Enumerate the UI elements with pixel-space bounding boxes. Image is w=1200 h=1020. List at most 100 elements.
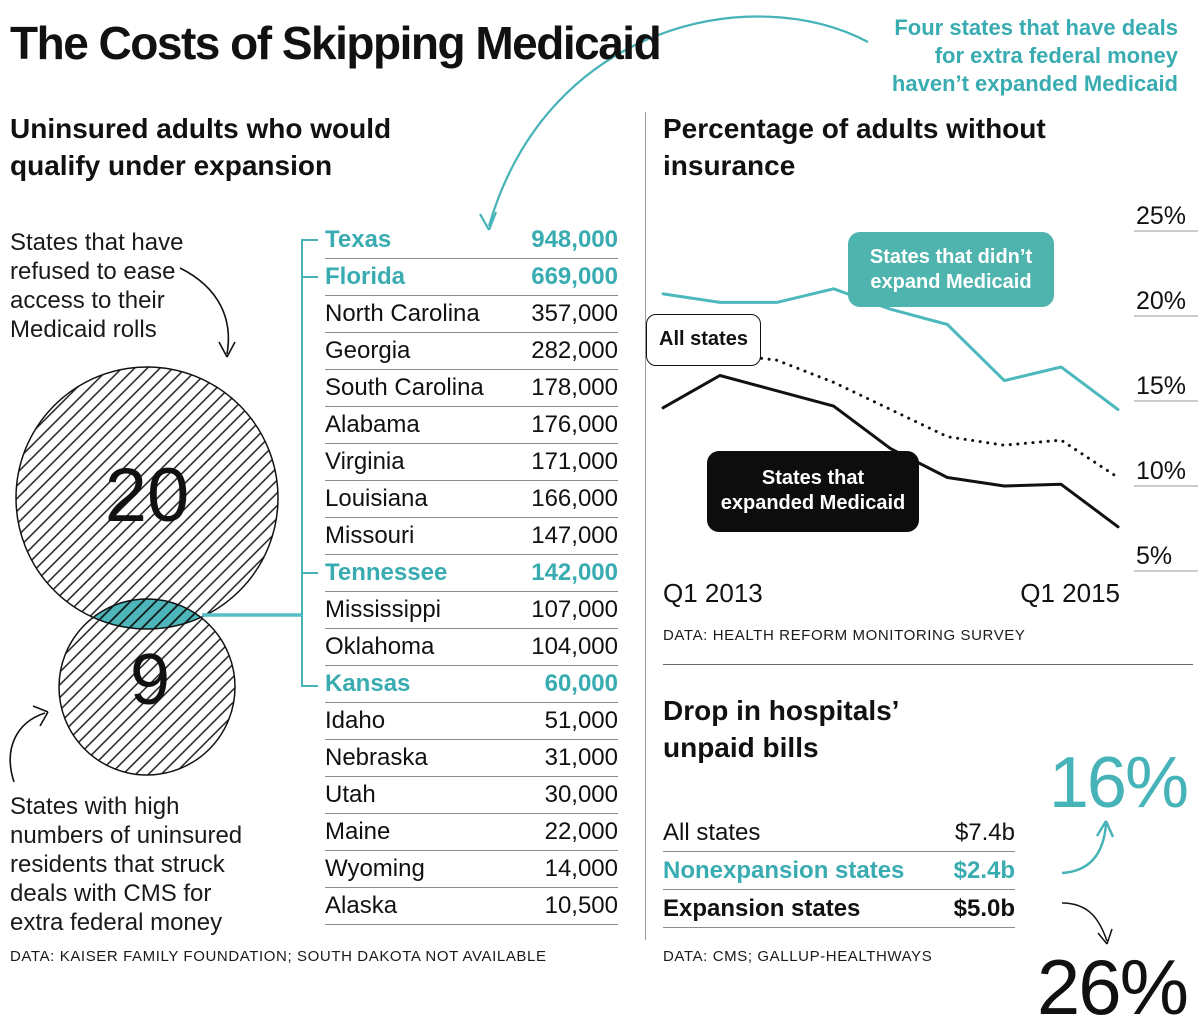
- x-axis-label-start: Q1 2013: [663, 578, 763, 608]
- venn-count-refused: 20: [104, 453, 190, 538]
- table-row: North Carolina 357,000: [325, 296, 618, 333]
- row-value: $2.4b: [953, 856, 1015, 884]
- state-value: 166,000: [531, 485, 618, 512]
- svg-text:15%: 15%: [1136, 372, 1186, 400]
- state-name: Georgia: [325, 337, 411, 364]
- table-row: Tennessee 142,000: [325, 555, 618, 592]
- state-value: 30,000: [544, 781, 618, 808]
- table-row: Virginia 171,000: [325, 444, 618, 481]
- deals-note-arrow-icon: [9, 705, 49, 783]
- state-name: Idaho: [325, 707, 386, 734]
- state-name: Maine: [325, 818, 391, 845]
- state-name: Mississippi: [325, 596, 442, 623]
- insurance-section-heading: Percentage of adults without insurance: [663, 113, 1046, 181]
- state-value: 107,000: [531, 596, 618, 623]
- vertical-divider: [645, 112, 646, 940]
- svg-text:25%: 25%: [1136, 202, 1186, 230]
- table-row: Utah 30,000: [325, 777, 618, 814]
- row-label: Nonexpansion states: [663, 856, 905, 884]
- venn-overlap-lens: [93, 598, 201, 630]
- venn-count-deals: 9: [129, 640, 171, 720]
- table-row: Alabama 176,000: [325, 407, 618, 444]
- state-value: 142,000: [531, 559, 618, 586]
- state-value: 31,000: [544, 744, 618, 771]
- row-value: $7.4b: [954, 818, 1015, 846]
- cms-source: DATA: CMS; GALLUP-HEALTHWAYS: [663, 948, 933, 965]
- uninsured-section-heading: Uninsured adults who would qualify under…: [10, 113, 392, 181]
- svg-text:10%: 10%: [1136, 457, 1186, 485]
- state-name: Nebraska: [325, 744, 428, 771]
- table-row: Mississippi 107,000: [325, 592, 618, 629]
- expansion-drop-callout: 26%: [1036, 943, 1189, 1020]
- table-row: Georgia 282,000: [325, 333, 618, 370]
- state-value: 104,000: [531, 633, 618, 660]
- label-box-nonexpansion: States that didn’t expand Medicaid: [848, 232, 1054, 307]
- table-row: Maine 22,000: [325, 814, 618, 851]
- table-row: Louisiana 166,000: [325, 481, 618, 518]
- svg-text:20%: 20%: [1136, 287, 1186, 315]
- state-name: Wyoming: [325, 855, 425, 882]
- hospital-table: All states $7.4b Nonexpansion states $2.…: [663, 814, 1015, 928]
- state-value: 60,000: [544, 670, 618, 697]
- state-name: Tennessee: [325, 559, 448, 586]
- nonexpansion-drop-callout: 16%: [1048, 743, 1189, 823]
- state-value: 178,000: [531, 374, 618, 401]
- state-name: South Carolina: [325, 374, 484, 401]
- state-value: 171,000: [531, 448, 618, 475]
- state-name: Texas: [325, 226, 392, 253]
- state-value: 51,000: [544, 707, 618, 734]
- table-row: All states $7.4b: [663, 814, 1015, 852]
- table-row: Nonexpansion states $2.4b: [663, 852, 1015, 890]
- horizontal-divider: [663, 664, 1193, 665]
- label-box-expansion: States that expanded Medicaid: [707, 451, 919, 532]
- four-states-annotation: Four states that have deals for extra fe…: [891, 15, 1178, 96]
- hospital-section-heading: Drop in hospitals’ unpaid bills: [663, 695, 898, 763]
- row-label: Expansion states: [663, 894, 861, 922]
- state-name: Missouri: [325, 522, 415, 549]
- state-value: 669,000: [531, 263, 618, 290]
- table-row: Texas 948,000: [325, 222, 618, 259]
- page-title: The Costs of Skipping Medicaid: [10, 17, 662, 69]
- table-row: South Carolina 178,000: [325, 370, 618, 407]
- state-value: 357,000: [531, 300, 618, 327]
- table-row: Oklahoma 104,000: [325, 629, 618, 666]
- table-row: Expansion states $5.0b: [663, 890, 1015, 928]
- state-name: Oklahoma: [325, 633, 435, 660]
- state-value: 948,000: [531, 226, 618, 253]
- state-name: Alabama: [325, 411, 420, 438]
- state-value: 147,000: [531, 522, 618, 549]
- hrms-source: DATA: HEALTH REFORM MONITORING SURVEY: [663, 627, 1026, 644]
- state-value: 22,000: [544, 818, 618, 845]
- deals-note: States with high numbers of uninsured re…: [10, 793, 243, 936]
- table-row: Wyoming 14,000: [325, 851, 618, 888]
- state-value: 282,000: [531, 337, 618, 364]
- table-row: Idaho 51,000: [325, 703, 618, 740]
- x-axis-label-end: Q1 2015: [1020, 578, 1120, 608]
- state-value: 176,000: [531, 411, 618, 438]
- row-label: All states: [663, 818, 761, 846]
- state-name: Florida: [325, 263, 406, 290]
- refused-note: States that have refused to ease access …: [10, 229, 184, 343]
- svg-text:5%: 5%: [1136, 542, 1172, 570]
- table-row: Florida 669,000: [325, 259, 618, 296]
- row-value: $5.0b: [953, 894, 1015, 922]
- state-name: Kansas: [325, 670, 411, 697]
- state-name: Utah: [325, 781, 376, 808]
- label-box-all-states: All states: [646, 314, 761, 366]
- state-value: 10,500: [544, 892, 618, 919]
- state-name: Louisiana: [325, 485, 428, 512]
- callout-26-arrow-icon: [1061, 902, 1113, 945]
- kaiser-source: DATA: KAISER FAMILY FOUNDATION; SOUTH DA…: [10, 948, 547, 965]
- table-row: Nebraska 31,000: [325, 740, 618, 777]
- state-name: Alaska: [325, 892, 398, 919]
- state-value: 14,000: [544, 855, 618, 882]
- state-name: Virginia: [325, 448, 405, 475]
- callout-16-arrow-icon: [1061, 820, 1115, 875]
- table-row: Alaska 10,500: [325, 888, 618, 925]
- uninsured-table: Texas 948,000 Florida 669,000 North Caro…: [325, 222, 618, 925]
- table-row: Missouri 147,000: [325, 518, 618, 555]
- table-row: Kansas 60,000: [325, 666, 618, 703]
- teal-bracket: [301, 239, 318, 687]
- state-name: North Carolina: [325, 300, 480, 327]
